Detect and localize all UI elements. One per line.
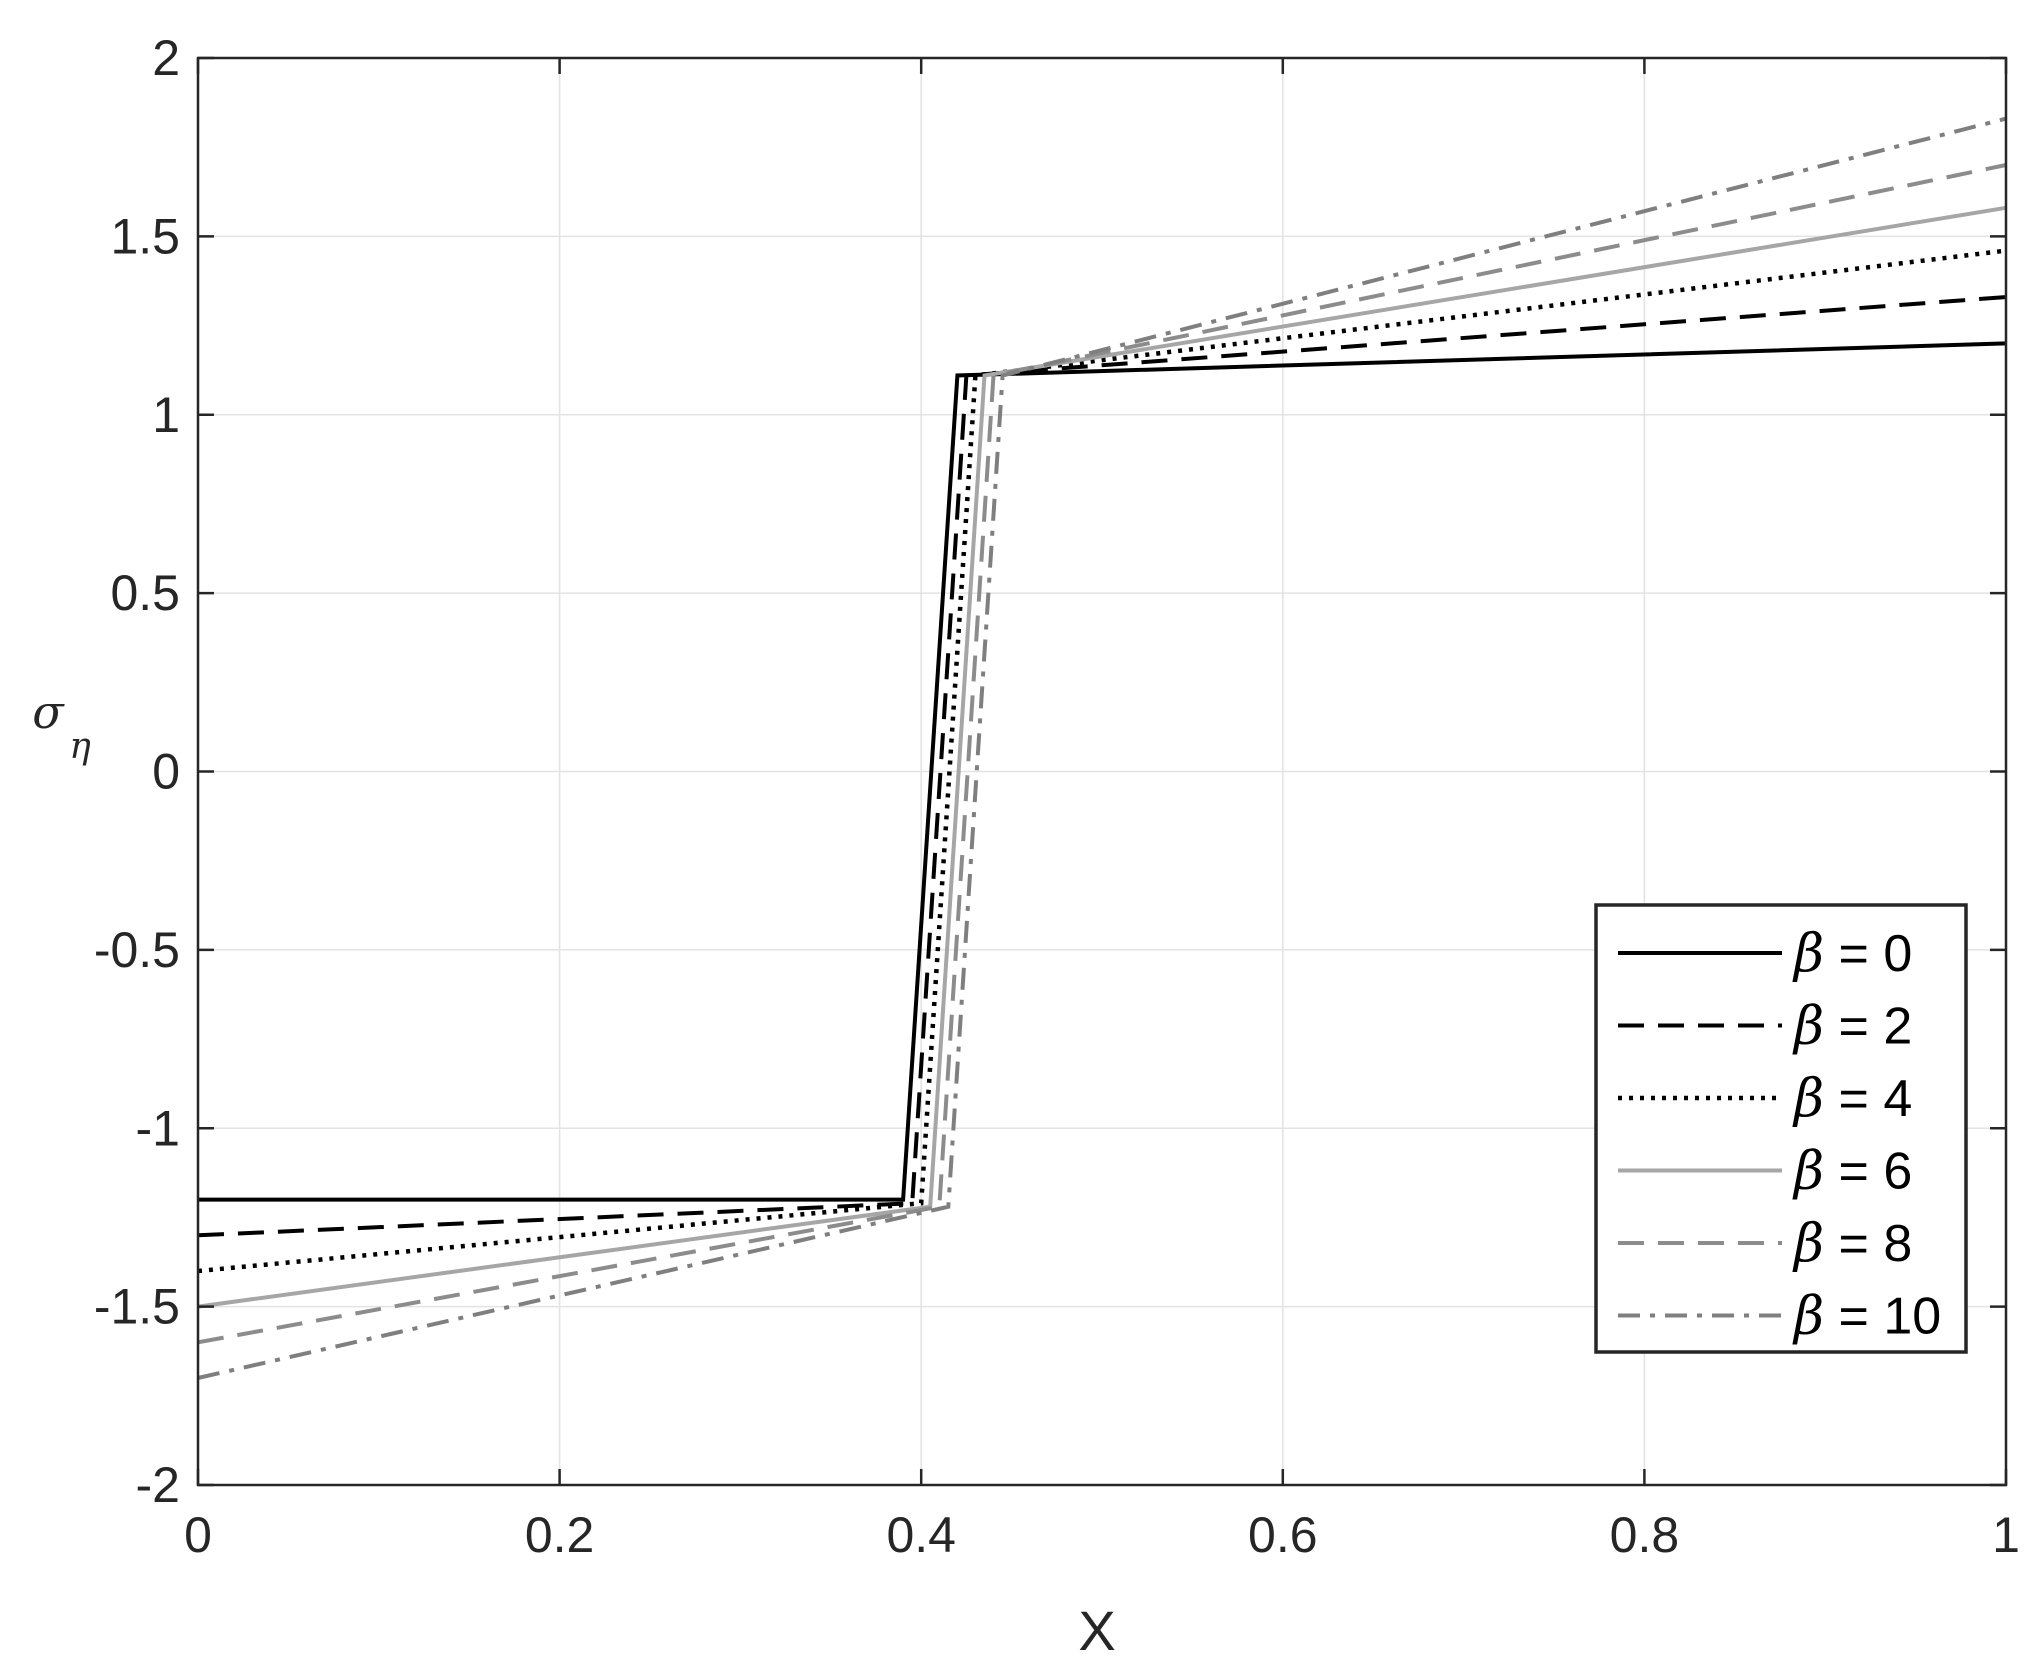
y-tick-label: -2: [136, 1457, 180, 1513]
y-tick-label: -0.5: [94, 922, 180, 978]
legend-label-5: β = 10: [1792, 1287, 1941, 1347]
y-tick-label: 1: [152, 387, 180, 443]
x-tick-label: 0.4: [886, 1507, 956, 1563]
y-axis-title-subscript: η: [69, 726, 91, 767]
series-line-1: [197, 295, 2007, 1238]
series-line-5: [197, 116, 2007, 1380]
y-tick-label: 0: [152, 744, 180, 800]
x-tick-label: 0: [184, 1507, 212, 1563]
legend-label-4: β = 8: [1792, 1214, 1912, 1274]
series-line-2: [197, 248, 2007, 1274]
y-tick-label: 1.5: [110, 208, 180, 264]
legend: β = 0 β = 2 β = 4 β = 6 β = 8 β = 10: [1594, 903, 1968, 1354]
x-tick-label: 0.2: [525, 1507, 595, 1563]
x-axis-title: X: [1078, 1599, 1115, 1662]
legend-label-2: β = 4: [1792, 1069, 1912, 1129]
series-line-0: [198, 341, 2007, 1202]
y-tick-label: -1.5: [94, 1279, 180, 1335]
axes: [196, 56, 2008, 1487]
legend-box: [1594, 903, 1968, 1354]
tick-labels: 0 0.2 0.4 0.6 0.8 1 -2 -1.5 -1 -0.5 0 0.5 1 1.5 2: [94, 30, 2020, 1563]
svg-text:σ: σ: [32, 685, 65, 739]
series-line-4: [197, 163, 2007, 1345]
y-tick-label: -1: [136, 1100, 180, 1156]
x-tick-label: 1: [1992, 1507, 2020, 1563]
x-tick-label: 0.6: [1248, 1507, 1318, 1563]
legend-label-3: β = 6: [1792, 1142, 1912, 1202]
y-tick-label: 2: [152, 30, 180, 86]
grid: [198, 58, 2006, 1485]
series-line-3: [197, 205, 2007, 1309]
series-lines: [197, 116, 2007, 1380]
svg-text:η: η: [69, 726, 91, 767]
y-axis-title-symbol: σ: [32, 685, 65, 739]
x-tick-label: 0.8: [1610, 1507, 1680, 1563]
legend-label-1: β = 2: [1792, 997, 1912, 1057]
legend-label-0: β = 0: [1792, 924, 1912, 984]
y-tick-label: 0.5: [110, 565, 180, 621]
y-axis-title: σ η: [32, 685, 91, 767]
